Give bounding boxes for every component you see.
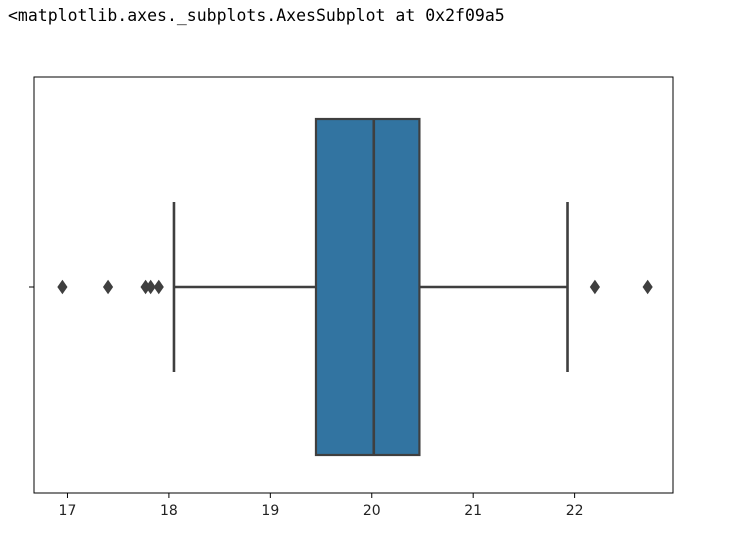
x-tick-label: 19 <box>261 503 279 519</box>
x-tick-label: 22 <box>566 503 584 519</box>
x-tick-label: 21 <box>464 503 482 519</box>
x-tick-label: 20 <box>363 503 381 519</box>
outlier-point <box>103 280 112 293</box>
box-group <box>174 119 568 455</box>
outlier-point <box>590 280 599 293</box>
iqr-box <box>316 119 419 455</box>
x-axis: 17 18 19 20 21 22 <box>29 287 584 519</box>
outlier-point <box>643 280 652 293</box>
outlier-point <box>154 280 163 293</box>
x-tick-label: 18 <box>160 503 178 519</box>
x-tick-label: 17 <box>59 503 77 519</box>
outlier-point <box>58 280 67 293</box>
